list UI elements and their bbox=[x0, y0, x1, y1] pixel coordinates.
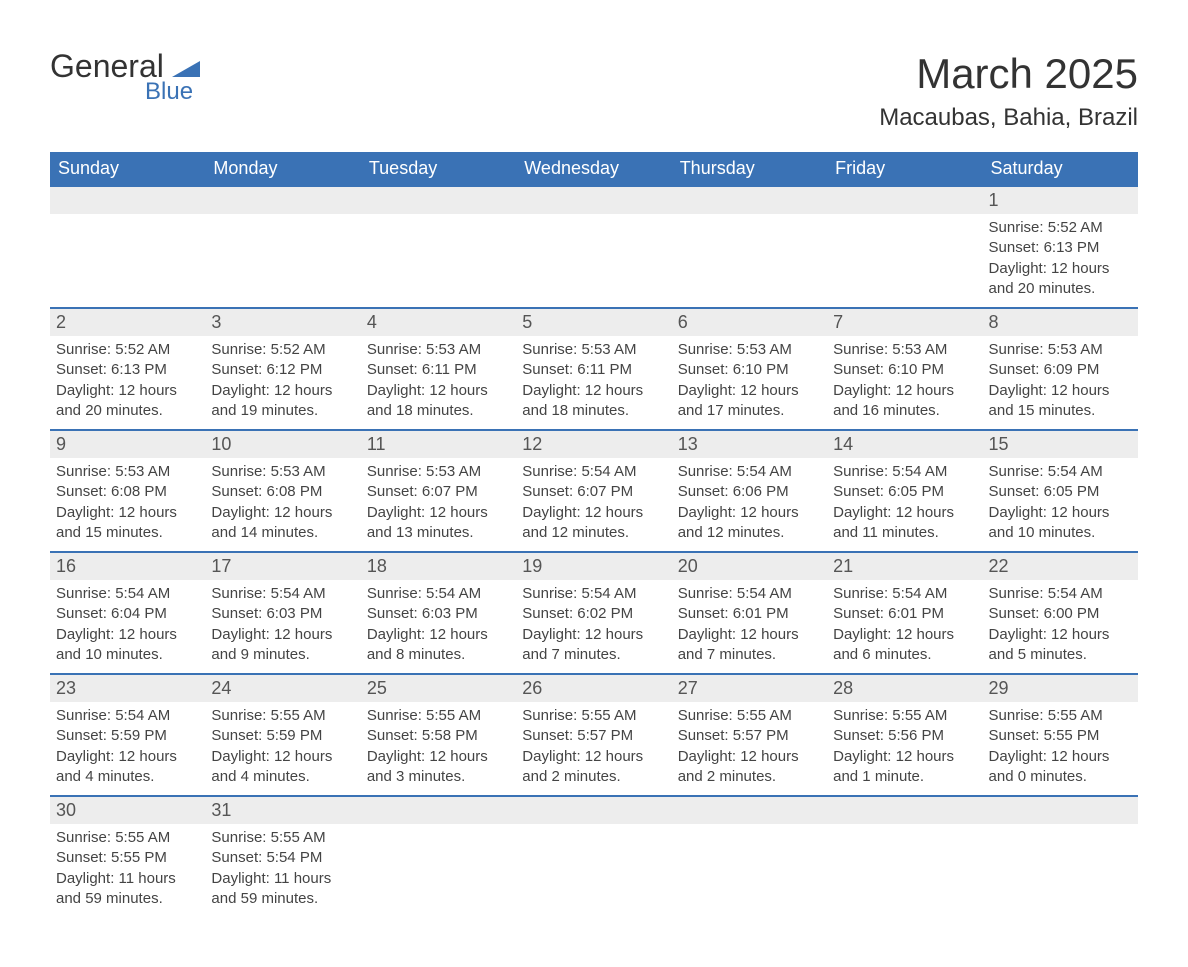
day-number: 12 bbox=[516, 431, 671, 458]
day-data: Sunrise: 5:53 AMSunset: 6:07 PMDaylight:… bbox=[361, 458, 516, 551]
day-data: Sunrise: 5:55 AMSunset: 5:57 PMDaylight:… bbox=[516, 702, 671, 795]
day-number bbox=[827, 797, 982, 803]
logo-text-2: Blue bbox=[145, 78, 193, 106]
day-data bbox=[672, 824, 827, 836]
day-data: Sunrise: 5:55 AMSunset: 5:55 PMDaylight:… bbox=[50, 824, 205, 917]
day-data: Sunrise: 5:54 AMSunset: 5:59 PMDaylight:… bbox=[50, 702, 205, 795]
day-data: Sunrise: 5:55 AMSunset: 5:54 PMDaylight:… bbox=[205, 824, 360, 917]
day-number: 30 bbox=[50, 797, 205, 824]
month-title: March 2025 bbox=[879, 50, 1138, 98]
day-data: Sunrise: 5:53 AMSunset: 6:11 PMDaylight:… bbox=[361, 336, 516, 429]
day-data: Sunrise: 5:54 AMSunset: 6:05 PMDaylight:… bbox=[827, 458, 982, 551]
day-header: Friday bbox=[827, 152, 982, 186]
day-data: Sunrise: 5:53 AMSunset: 6:10 PMDaylight:… bbox=[827, 336, 982, 429]
day-header: Monday bbox=[205, 152, 360, 186]
day-number: 17 bbox=[205, 553, 360, 580]
day-number: 26 bbox=[516, 675, 671, 702]
day-number: 6 bbox=[672, 309, 827, 336]
day-number: 1 bbox=[983, 187, 1138, 214]
day-data: Sunrise: 5:54 AMSunset: 6:05 PMDaylight:… bbox=[983, 458, 1138, 551]
day-number: 28 bbox=[827, 675, 982, 702]
day-number bbox=[361, 187, 516, 193]
day-number bbox=[516, 797, 671, 803]
day-data: Sunrise: 5:54 AMSunset: 6:07 PMDaylight:… bbox=[516, 458, 671, 551]
day-number: 4 bbox=[361, 309, 516, 336]
day-header: Thursday bbox=[672, 152, 827, 186]
day-number: 20 bbox=[672, 553, 827, 580]
day-number: 2 bbox=[50, 309, 205, 336]
day-data: Sunrise: 5:54 AMSunset: 6:03 PMDaylight:… bbox=[361, 580, 516, 673]
day-data: Sunrise: 5:52 AMSunset: 6:13 PMDaylight:… bbox=[50, 336, 205, 429]
day-number: 23 bbox=[50, 675, 205, 702]
day-number bbox=[827, 187, 982, 193]
day-data bbox=[827, 214, 982, 226]
day-number: 21 bbox=[827, 553, 982, 580]
day-number bbox=[50, 187, 205, 193]
day-data: Sunrise: 5:53 AMSunset: 6:10 PMDaylight:… bbox=[672, 336, 827, 429]
calendar-table: SundayMondayTuesdayWednesdayThursdayFrid… bbox=[50, 152, 1138, 917]
day-number: 25 bbox=[361, 675, 516, 702]
day-header: Sunday bbox=[50, 152, 205, 186]
day-data: Sunrise: 5:53 AMSunset: 6:08 PMDaylight:… bbox=[50, 458, 205, 551]
day-data: Sunrise: 5:54 AMSunset: 6:01 PMDaylight:… bbox=[827, 580, 982, 673]
title-block: March 2025 Macaubas, Bahia, Brazil bbox=[879, 50, 1138, 132]
day-header: Tuesday bbox=[361, 152, 516, 186]
day-number: 29 bbox=[983, 675, 1138, 702]
day-data: Sunrise: 5:53 AMSunset: 6:09 PMDaylight:… bbox=[983, 336, 1138, 429]
day-header-row: SundayMondayTuesdayWednesdayThursdayFrid… bbox=[50, 152, 1138, 186]
day-data bbox=[516, 824, 671, 836]
day-data: Sunrise: 5:54 AMSunset: 6:03 PMDaylight:… bbox=[205, 580, 360, 673]
day-number: 13 bbox=[672, 431, 827, 458]
day-number: 7 bbox=[827, 309, 982, 336]
day-data bbox=[205, 214, 360, 226]
day-number: 5 bbox=[516, 309, 671, 336]
day-number bbox=[983, 797, 1138, 803]
day-data: Sunrise: 5:53 AMSunset: 6:08 PMDaylight:… bbox=[205, 458, 360, 551]
day-number: 10 bbox=[205, 431, 360, 458]
day-data: Sunrise: 5:55 AMSunset: 5:56 PMDaylight:… bbox=[827, 702, 982, 795]
day-number: 9 bbox=[50, 431, 205, 458]
day-data bbox=[827, 824, 982, 836]
day-header: Saturday bbox=[983, 152, 1138, 186]
day-number bbox=[205, 187, 360, 193]
logo: General Blue bbox=[50, 50, 200, 106]
day-number: 11 bbox=[361, 431, 516, 458]
day-data bbox=[983, 824, 1138, 836]
day-data: Sunrise: 5:54 AMSunset: 6:06 PMDaylight:… bbox=[672, 458, 827, 551]
day-data: Sunrise: 5:52 AMSunset: 6:13 PMDaylight:… bbox=[983, 214, 1138, 307]
day-number: 15 bbox=[983, 431, 1138, 458]
day-number: 16 bbox=[50, 553, 205, 580]
day-number bbox=[672, 797, 827, 803]
header: General Blue March 2025 Macaubas, Bahia,… bbox=[50, 50, 1138, 132]
day-data: Sunrise: 5:54 AMSunset: 6:01 PMDaylight:… bbox=[672, 580, 827, 673]
day-number bbox=[361, 797, 516, 803]
day-data: Sunrise: 5:55 AMSunset: 5:55 PMDaylight:… bbox=[983, 702, 1138, 795]
day-data bbox=[50, 214, 205, 226]
day-number: 3 bbox=[205, 309, 360, 336]
day-header: Wednesday bbox=[516, 152, 671, 186]
day-data: Sunrise: 5:55 AMSunset: 5:58 PMDaylight:… bbox=[361, 702, 516, 795]
day-data: Sunrise: 5:54 AMSunset: 6:04 PMDaylight:… bbox=[50, 580, 205, 673]
day-number: 22 bbox=[983, 553, 1138, 580]
day-number bbox=[516, 187, 671, 193]
day-data: Sunrise: 5:52 AMSunset: 6:12 PMDaylight:… bbox=[205, 336, 360, 429]
day-data bbox=[361, 214, 516, 226]
day-data: Sunrise: 5:54 AMSunset: 6:00 PMDaylight:… bbox=[983, 580, 1138, 673]
day-number: 24 bbox=[205, 675, 360, 702]
day-data: Sunrise: 5:54 AMSunset: 6:02 PMDaylight:… bbox=[516, 580, 671, 673]
day-number: 8 bbox=[983, 309, 1138, 336]
day-data bbox=[516, 214, 671, 226]
day-number: 27 bbox=[672, 675, 827, 702]
day-data: Sunrise: 5:55 AMSunset: 5:57 PMDaylight:… bbox=[672, 702, 827, 795]
day-data bbox=[361, 824, 516, 836]
day-number: 19 bbox=[516, 553, 671, 580]
day-number: 18 bbox=[361, 553, 516, 580]
day-number bbox=[672, 187, 827, 193]
day-number: 14 bbox=[827, 431, 982, 458]
day-number: 31 bbox=[205, 797, 360, 824]
day-data bbox=[672, 214, 827, 226]
day-data: Sunrise: 5:55 AMSunset: 5:59 PMDaylight:… bbox=[205, 702, 360, 795]
day-data: Sunrise: 5:53 AMSunset: 6:11 PMDaylight:… bbox=[516, 336, 671, 429]
location: Macaubas, Bahia, Brazil bbox=[879, 104, 1138, 132]
